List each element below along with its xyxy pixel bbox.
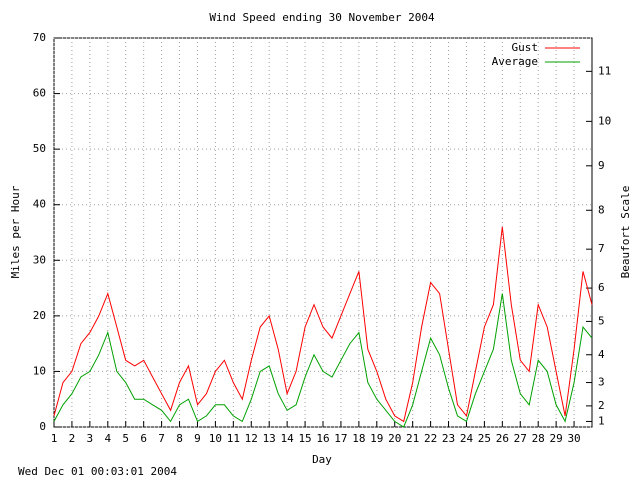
- x-tick-label: 13: [263, 432, 276, 445]
- plot-frame: [53, 37, 593, 428]
- y2-axis-label: Beaufort Scale: [619, 186, 632, 279]
- chart-title: Wind Speed ending 30 November 2004: [209, 11, 435, 24]
- y-tick-label: 0: [39, 420, 46, 433]
- x-tick-label: 23: [442, 432, 455, 445]
- y-tick-label: 50: [33, 142, 46, 155]
- y-axis-label: Miles per Hour: [9, 185, 22, 278]
- x-tick-label: 25: [478, 432, 491, 445]
- x-axis-label: Day: [312, 453, 332, 466]
- y2-tick-label: 5: [598, 314, 605, 327]
- x-tick-label: 7: [158, 432, 165, 445]
- x-tick-label: 10: [209, 432, 222, 445]
- x-tick-label: 12: [245, 432, 258, 445]
- y2-tick-label: 4: [598, 348, 605, 361]
- y-tick-label: 30: [33, 253, 46, 266]
- x-tick-label: 30: [567, 432, 580, 445]
- x-tick-label: 4: [104, 432, 111, 445]
- x-tick-label: 24: [460, 432, 474, 445]
- x-tick-label: 21: [406, 432, 419, 445]
- footer-timestamp: Wed Dec 01 00:03:01 2004: [18, 465, 177, 478]
- y-tick-label: 60: [33, 87, 46, 100]
- y2-tick-label: 8: [598, 203, 605, 216]
- x-tick-label: 20: [388, 432, 401, 445]
- y2-tick-label: 3: [598, 376, 605, 389]
- y-tick-label: 40: [33, 198, 46, 211]
- x-tick-label: 19: [370, 432, 383, 445]
- x-tick-label: 14: [281, 432, 295, 445]
- x-tick-label: 11: [227, 432, 240, 445]
- series-line: [53, 226, 593, 423]
- x-tick-label: 18: [352, 432, 365, 445]
- x-tick-label: 26: [496, 432, 509, 445]
- y2-tick-label: 1: [598, 414, 605, 427]
- y2-tick-label: 9: [598, 159, 605, 172]
- x-tick-label: 17: [334, 432, 347, 445]
- x-tick-label: 9: [194, 432, 201, 445]
- y2-tick-label: 2: [598, 399, 605, 412]
- x-tick-label: 15: [298, 432, 311, 445]
- y2-tick-label: 6: [598, 281, 605, 294]
- x-tick-label: 1: [51, 432, 58, 445]
- legend-label: Average: [492, 55, 538, 68]
- legend-label: Gust: [512, 41, 539, 54]
- x-tick-label: 5: [122, 432, 129, 445]
- x-tick-label: 22: [424, 432, 437, 445]
- x-tick-label: 29: [550, 432, 563, 445]
- y-tick-label: 10: [33, 364, 46, 377]
- y-tick-label: 70: [33, 31, 46, 44]
- y2-tick-label: 7: [598, 242, 605, 255]
- x-tick-label: 27: [514, 432, 527, 445]
- x-tick-label: 16: [316, 432, 329, 445]
- x-tick-label: 2: [69, 432, 76, 445]
- x-tick-label: 28: [532, 432, 545, 445]
- y2-tick-label: 10: [598, 114, 611, 127]
- y2-tick-label: 11: [598, 64, 611, 77]
- x-tick-label: 3: [87, 432, 94, 445]
- y-tick-label: 20: [33, 309, 46, 322]
- series-line: [53, 293, 593, 428]
- x-tick-label: 6: [140, 432, 147, 445]
- x-tick-label: 8: [176, 432, 183, 445]
